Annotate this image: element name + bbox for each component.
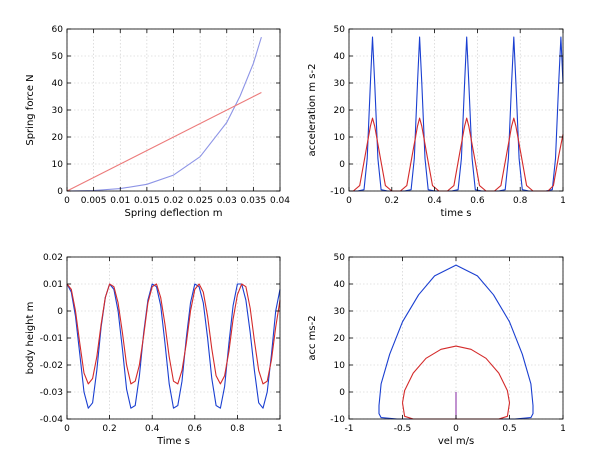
x-tick-label: 0.8	[513, 196, 528, 206]
y-tick-label: 30	[334, 307, 346, 317]
y-axis-label: Spring force N	[25, 74, 36, 145]
y-tick-label: -0.04	[40, 415, 64, 425]
x-tick-label: 1	[560, 424, 566, 434]
y-tick-label: 10	[334, 361, 346, 371]
x-tick-label: 0.04	[270, 196, 290, 206]
y-tick-label: 20	[52, 133, 64, 143]
series-line-red	[349, 117, 564, 192]
x-tick-label: 0.8	[230, 424, 245, 434]
y-tick-label: 50	[52, 52, 64, 62]
x-axis-label: Spring deflection m	[125, 208, 223, 219]
x-tick-label: 0.035	[240, 196, 266, 206]
x-axis-label: time s	[441, 208, 472, 219]
x-tick-label: 0.025	[187, 196, 213, 206]
y-tick-label: 10	[52, 160, 64, 170]
x-tick-label: 0.005	[81, 196, 107, 206]
y-tick-label: 30	[52, 106, 64, 116]
x-axis-label: vel m/s	[438, 436, 474, 447]
y-tick-label: 0	[339, 388, 345, 398]
y-tick-label: 30	[334, 79, 346, 89]
x-tick-label: 0	[453, 424, 459, 434]
y-tick-label: 0	[57, 307, 63, 317]
spring-force-chart: 0 0.005 0.01 0.015 0.02 0.025 0.03 0.035 0.04 0 10…	[25, 25, 290, 219]
x-tick-label: 0.6	[188, 424, 203, 434]
series-line-blue	[349, 36, 564, 192]
x-tick-label: 0.5	[502, 424, 516, 434]
x-tick-label: 0	[346, 196, 352, 206]
y-axis-label: acc ms-2	[307, 315, 318, 360]
x-tick-label: 0.2	[102, 424, 116, 434]
y-tick-label: 10	[334, 133, 346, 143]
y-tick-label: -0.03	[40, 388, 63, 398]
y-axis-label: acceleration m s-2	[307, 64, 318, 157]
y-tick-label: 40	[334, 280, 346, 290]
x-tick-label: 1	[277, 424, 283, 434]
x-tick-label: 0.015	[134, 196, 160, 206]
y-axis-label: body height m	[25, 302, 36, 375]
x-tick-label: 0.4	[145, 424, 160, 434]
series-line-blue	[66, 283, 281, 409]
y-tick-label: 0.01	[43, 280, 63, 290]
y-tick-label: -10	[330, 187, 345, 197]
x-tick-label: 1	[560, 196, 566, 206]
series-line-light_blue	[66, 36, 262, 192]
body-height-chart: 0 0.2 0.4 0.6 0.8 1 -0.04 -0.03 -0.02 -0.01 0 0.01 0…	[25, 253, 283, 447]
x-tick-label: -0.5	[394, 424, 412, 434]
y-tick-label: -10	[330, 415, 345, 425]
x-axis-label: Time s	[156, 436, 190, 447]
x-tick-label: 0	[64, 424, 70, 434]
series-line-light_red	[66, 92, 262, 192]
x-tick-label: 0.01	[110, 196, 130, 206]
x-tick-label: 0.02	[163, 196, 183, 206]
y-tick-label: 0.02	[43, 253, 63, 263]
y-tick-label: 50	[334, 253, 346, 263]
y-tick-label: 20	[334, 334, 346, 344]
x-tick-label: 0.6	[470, 196, 485, 206]
y-tick-label: 50	[334, 25, 346, 35]
x-tick-label: 0	[64, 196, 70, 206]
y-tick-label: 0	[339, 160, 345, 170]
y-tick-label: 20	[334, 106, 346, 116]
y-tick-label: 60	[52, 25, 64, 35]
y-tick-label: 0	[57, 187, 63, 197]
phase-plot-chart: -1 -0.5 0 0.5 1 -10 0 10 20 30 40 50 vel m/s acc ms-2	[307, 253, 566, 447]
x-tick-label: -1	[345, 424, 354, 434]
x-tick-label: 0.2	[385, 196, 399, 206]
y-tick-label: -0.02	[40, 361, 63, 371]
x-tick-label: 0.4	[427, 196, 442, 206]
y-tick-label: 40	[334, 52, 346, 62]
y-tick-label: 40	[52, 79, 64, 89]
series-line-red	[66, 283, 281, 385]
y-tick-label: -0.01	[40, 334, 63, 344]
x-tick-label: 0.03	[217, 196, 237, 206]
